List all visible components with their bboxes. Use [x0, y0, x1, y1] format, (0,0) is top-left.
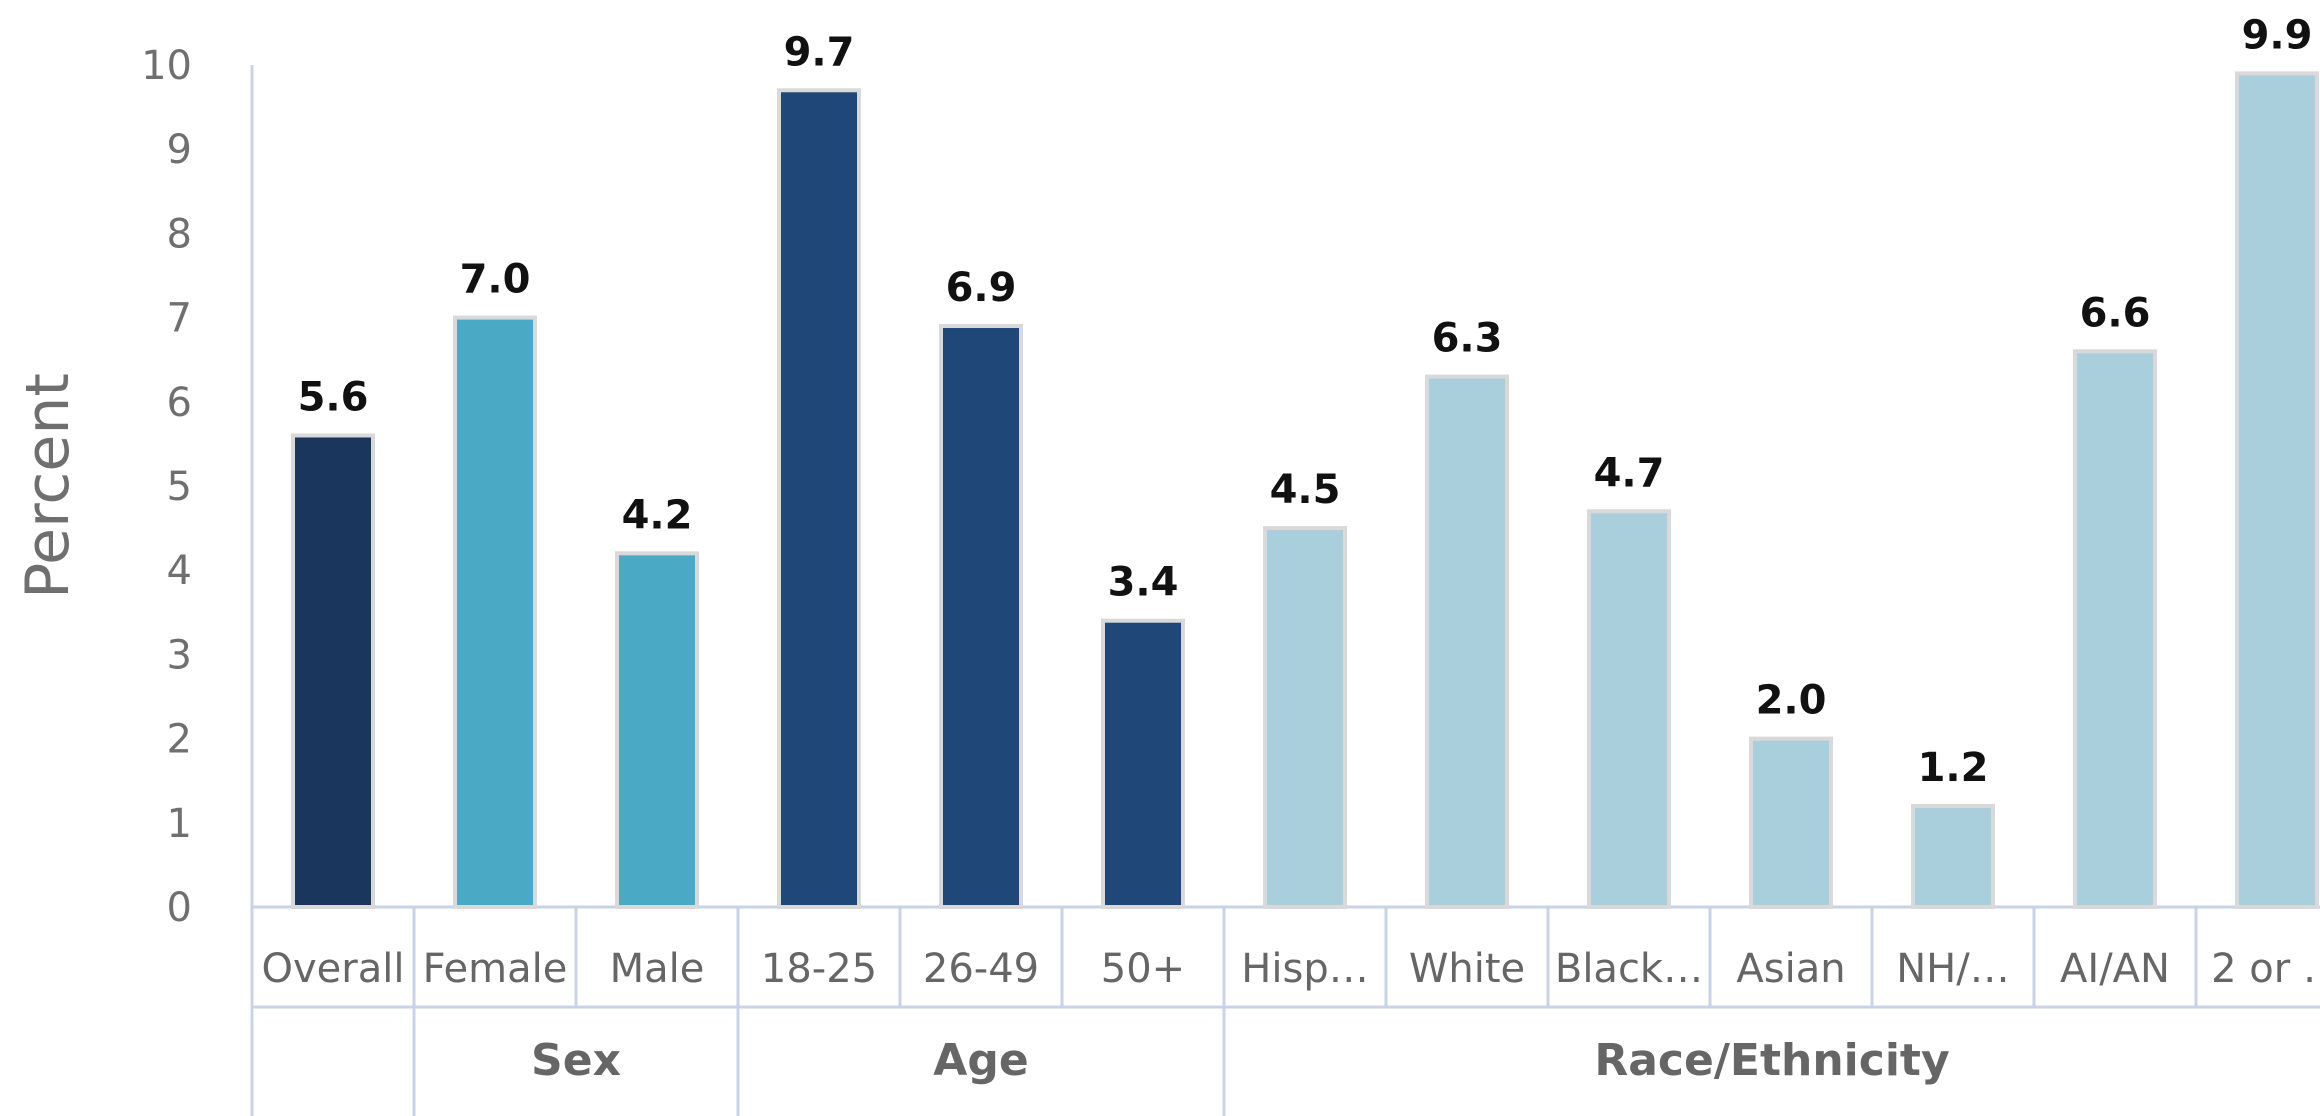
bar-3[interactable] [615, 551, 699, 909]
category-label: Hisp… [1241, 946, 1368, 992]
y-tick-label: 9 [167, 127, 192, 173]
data-label: 5.6 [298, 374, 369, 420]
y-tick-label: 7 [167, 296, 192, 342]
y-tick-label: 8 [167, 211, 192, 257]
y-axis-label: Percent [13, 373, 83, 599]
data-label: 3.4 [1108, 560, 1179, 606]
y-tick-label: 6 [167, 380, 192, 426]
y-tick-label: 1 [167, 801, 192, 847]
category-label: AI/AN [2060, 946, 2170, 992]
data-label: 6.3 [1432, 316, 1503, 362]
data-label: 4.2 [622, 492, 693, 538]
group-label: Age [933, 1035, 1028, 1086]
y-tick-label: 5 [167, 464, 192, 510]
bar-4[interactable] [777, 88, 861, 909]
bar-6[interactable] [1101, 618, 1185, 909]
data-label: 1.2 [1918, 745, 1989, 791]
category-label: 26-49 [923, 946, 1039, 992]
bar-11[interactable] [1911, 803, 1995, 910]
group-label: Sex [531, 1035, 621, 1086]
y-tick-label: 2 [167, 717, 192, 763]
y-tick-label: 3 [167, 632, 192, 678]
data-label: 4.5 [1270, 467, 1341, 513]
category-label: Female [423, 946, 568, 992]
category-label: Asian [1736, 946, 1845, 992]
category-label: White [1409, 946, 1525, 992]
bar-5[interactable] [939, 324, 1023, 909]
bar-1[interactable] [291, 433, 375, 909]
category-label: Black… [1555, 946, 1703, 992]
bar-7[interactable] [1263, 526, 1347, 909]
bar-9[interactable] [1587, 509, 1671, 909]
bar-13[interactable] [2235, 71, 2319, 910]
bar-10[interactable] [1749, 736, 1833, 909]
y-tick-label: 4 [167, 548, 192, 594]
category-label: 2 or … [2211, 946, 2320, 992]
y-tick-label: 0 [167, 885, 192, 931]
data-label: 9.7 [784, 29, 855, 75]
data-label: 6.9 [946, 265, 1017, 311]
data-label: 9.9 [2242, 12, 2313, 58]
bar-2[interactable] [453, 315, 537, 910]
data-label: 4.7 [1594, 450, 1665, 496]
bar-12[interactable] [2073, 349, 2157, 909]
group-label: Race/Ethnicity [1594, 1035, 1949, 1086]
category-label: NH/… [1896, 946, 2009, 992]
category-label: 18-25 [761, 946, 877, 992]
data-label: 6.6 [2080, 290, 2151, 336]
category-label: 50+ [1101, 946, 1185, 992]
data-label: 7.0 [460, 257, 531, 303]
category-label: Overall [262, 946, 405, 992]
data-label: 2.0 [1756, 678, 1827, 724]
bar-8[interactable] [1425, 374, 1509, 910]
y-tick-label: 10 [141, 43, 192, 89]
category-label: Male [610, 946, 705, 992]
